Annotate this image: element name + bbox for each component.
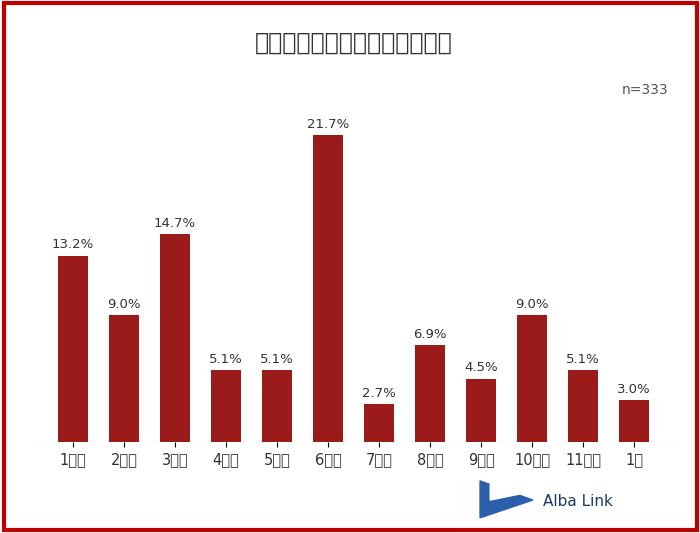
Title: 入社後どれくらいで退職したか: 入社後どれくらいで退職したか xyxy=(255,30,452,54)
Text: 6.9%: 6.9% xyxy=(413,328,447,341)
Text: 3.0%: 3.0% xyxy=(617,383,651,395)
Bar xyxy=(160,235,190,442)
Bar xyxy=(414,345,445,442)
Bar xyxy=(364,404,394,442)
Bar xyxy=(262,370,293,442)
Text: n=333: n=333 xyxy=(622,83,668,96)
Bar xyxy=(57,256,88,442)
Text: 5.1%: 5.1% xyxy=(209,353,243,366)
Text: 5.1%: 5.1% xyxy=(566,353,600,366)
Bar xyxy=(211,370,241,442)
Bar xyxy=(466,379,496,442)
Polygon shape xyxy=(480,481,533,518)
Text: 9.0%: 9.0% xyxy=(515,298,549,311)
Text: Alba Link: Alba Link xyxy=(543,494,613,508)
Text: 4.5%: 4.5% xyxy=(464,361,498,375)
Bar xyxy=(108,315,139,442)
Text: 5.1%: 5.1% xyxy=(260,353,294,366)
Text: 9.0%: 9.0% xyxy=(107,298,141,311)
Polygon shape xyxy=(490,484,521,500)
Text: 14.7%: 14.7% xyxy=(154,217,196,230)
Bar xyxy=(568,370,598,442)
Bar xyxy=(517,315,547,442)
Text: 21.7%: 21.7% xyxy=(307,118,349,131)
Bar xyxy=(619,400,650,442)
Text: 2.7%: 2.7% xyxy=(362,387,396,400)
Bar xyxy=(313,135,343,442)
Text: 13.2%: 13.2% xyxy=(52,238,94,252)
